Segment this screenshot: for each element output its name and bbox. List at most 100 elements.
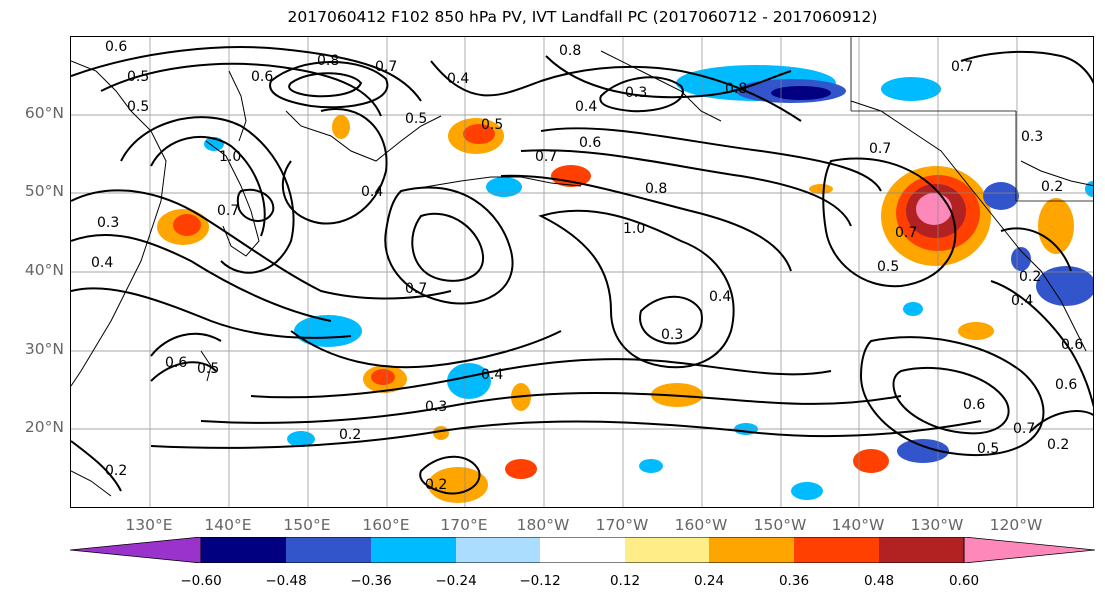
contour-label: 0.5 [877, 259, 899, 275]
anomaly-blob [505, 459, 537, 479]
anomaly-blob [958, 322, 994, 340]
contour-label: 0.5 [405, 111, 427, 127]
contour-label: 0.7 [375, 59, 397, 75]
contour-label: 0.8 [725, 81, 747, 97]
lon-label: 170°W [595, 516, 649, 534]
anomaly-blob [771, 86, 831, 100]
contour-label: 0.7 [217, 203, 239, 219]
anomaly-blob [639, 459, 663, 473]
contour-label: 0.7 [869, 141, 891, 157]
contour-label: 0.2 [339, 427, 361, 443]
anomaly-blob [897, 439, 949, 463]
colorbar-tick: 0.24 [693, 573, 725, 589]
lat-label: 30°N [24, 340, 64, 358]
colorbar-segment [879, 537, 964, 563]
contour-label: 0.3 [425, 399, 447, 415]
lat-label: 20°N [24, 418, 64, 436]
colorbar [70, 537, 1095, 563]
anomaly-blob [791, 482, 823, 500]
contour-label: 0.4 [91, 255, 113, 271]
lat-label: 40°N [24, 261, 64, 279]
anomaly-blob [551, 165, 591, 187]
contour-label: 1.0 [623, 221, 645, 237]
colorbar-tick: −0.12 [519, 573, 561, 589]
contour-label: 0.7 [951, 59, 973, 75]
contour-label: 0.8 [645, 181, 667, 197]
colorbar-tick: −0.48 [265, 573, 307, 589]
colorbar-segment [456, 537, 540, 563]
colorbar-extend-high [963, 537, 1095, 563]
map-panel: 0.6 0.5 0.5 0.6 0.8 0.7 0.4 0.5 0.3 0.8 … [70, 36, 1094, 508]
colorbar-segment [794, 537, 879, 563]
contour-label: 0.6 [1055, 377, 1077, 393]
contour-label: 0.6 [579, 135, 601, 151]
anomaly-blob [332, 115, 350, 139]
colorbar-extend-low [70, 537, 202, 563]
contour-label: 0.5 [481, 117, 503, 133]
anomaly-blob [1011, 247, 1031, 271]
anomaly-blob [983, 182, 1019, 210]
contour-label: 0.2 [1019, 269, 1041, 285]
contour-label: 0.6 [963, 397, 985, 413]
lon-label: 150°W [753, 516, 807, 534]
contour-label: 0.8 [317, 53, 339, 69]
anomaly-blob [463, 124, 495, 144]
lon-label: 120°W [989, 516, 1043, 534]
lon-label: 180°W [516, 516, 570, 534]
contour-label: 0.7 [535, 149, 557, 165]
contour-label: 0.8 [559, 43, 581, 59]
colorbar-tick: 0.12 [609, 573, 641, 589]
map-title: 2017060412 F102 850 hPa PV, IVT Landfall… [287, 8, 878, 26]
anomaly-blob [371, 369, 395, 385]
contour-label: 0.2 [105, 463, 127, 479]
contour-label: 0.7 [405, 281, 427, 297]
lon-label: 160°W [674, 516, 728, 534]
contour-label: 0.5 [197, 361, 219, 377]
contour-label: 0.7 [895, 225, 917, 241]
anomaly-blob [173, 214, 201, 236]
anomaly-blob [853, 449, 889, 473]
contour-label: 0.6 [1061, 337, 1083, 353]
contour-label: 0.6 [105, 39, 127, 55]
anomaly-blob [433, 426, 449, 440]
contour-label: 0.3 [1021, 129, 1043, 145]
lon-label: 140°E [204, 516, 252, 534]
contour-label: 0.3 [661, 327, 683, 343]
anomaly-blob [486, 177, 522, 197]
contour-label: 1.0 [219, 149, 241, 165]
borders [850, 37, 1093, 202]
contour-label: 0.4 [481, 367, 503, 383]
lat-label: 60°N [24, 104, 64, 122]
contour-label: 0.5 [127, 99, 149, 115]
lon-label: 130°E [125, 516, 173, 534]
colorbar-segment [709, 537, 794, 563]
contour-label: 0.4 [447, 71, 469, 87]
pv-contours [71, 46, 1093, 495]
colorbar-segment [625, 537, 709, 563]
contour-label: 0.3 [97, 215, 119, 231]
contour-label: 0.4 [575, 99, 597, 115]
contour-labels: 0.6 0.5 0.5 0.6 0.8 0.7 0.4 0.5 0.3 0.8 … [91, 39, 1083, 493]
contour-label: 0.2 [1047, 437, 1069, 453]
anomaly-blob [903, 302, 923, 316]
contour-label: 0.4 [709, 289, 731, 305]
anomaly-blob [1085, 181, 1093, 197]
anomaly-blob [1038, 198, 1074, 254]
colorbar-tick: 0.36 [778, 573, 810, 589]
colorbar-tick: −0.36 [350, 573, 392, 589]
anomaly-blob [294, 315, 362, 347]
anomaly-blob [881, 77, 941, 101]
contour-label: 0.6 [251, 69, 273, 85]
pv-ivt-map: 0.6 0.5 0.5 0.6 0.8 0.7 0.4 0.5 0.3 0.8 … [71, 37, 1093, 507]
lon-label: 160°E [362, 516, 410, 534]
anomaly-blob [428, 467, 488, 503]
contour-label: 0.5 [977, 441, 999, 457]
lon-label: 170°E [440, 516, 488, 534]
contour-label: 0.3 [625, 85, 647, 101]
colorbar-tick: 0.60 [948, 573, 980, 589]
anomaly-blob [809, 184, 833, 194]
colorbar-segment [540, 537, 625, 563]
lon-label: 140°W [831, 516, 885, 534]
contour-label: 0.7 [1013, 421, 1035, 437]
contour-label: 0.4 [361, 184, 383, 200]
